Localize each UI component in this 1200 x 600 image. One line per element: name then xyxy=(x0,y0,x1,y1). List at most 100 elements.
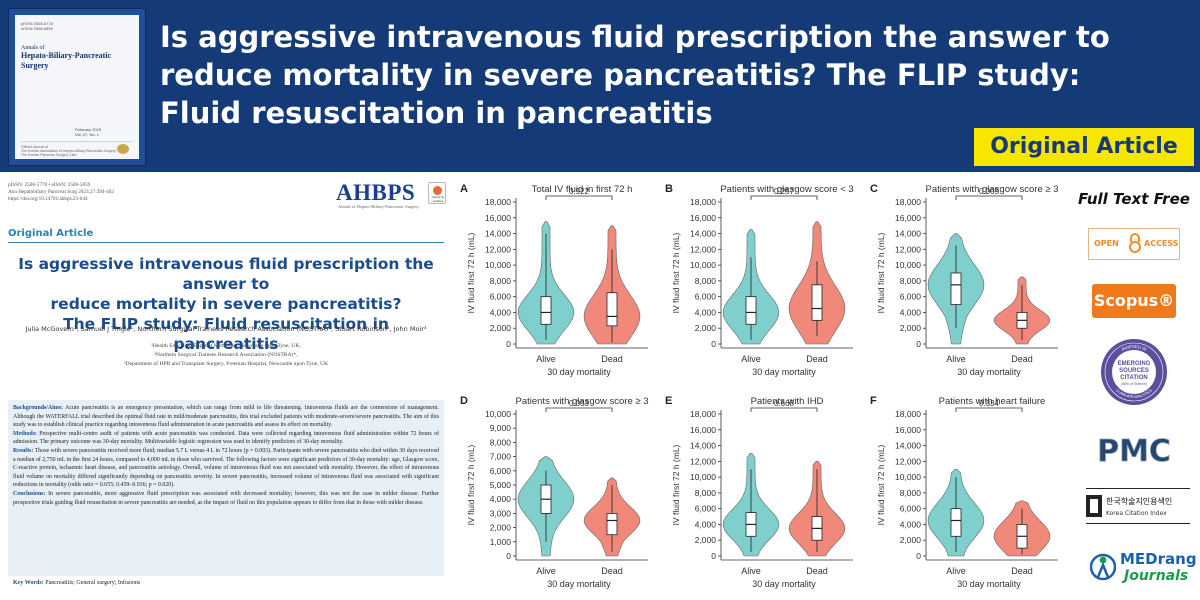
y-tick-label: 16,000 xyxy=(895,213,921,223)
panel-letter: C xyxy=(870,183,878,195)
panel-letter: A xyxy=(460,183,468,195)
journal-cover-page: pISSN 2508-5778 eISSN 2508-5859 Annals o… xyxy=(15,15,139,159)
x-tick-label: Dead xyxy=(806,354,828,364)
alive-iqr-box xyxy=(745,296,757,325)
abstract-label: Methods: xyxy=(13,430,37,437)
cover-footer-line: The Korean Pancreas Surgery Club xyxy=(21,153,77,157)
y-tick-label: 1,000 xyxy=(490,537,512,547)
cover-footer: Official Journal of The Korean Associati… xyxy=(21,141,133,157)
cover-title-small: Annals of xyxy=(21,45,45,51)
x-axis-label: 30 day mortality xyxy=(957,579,1021,589)
kci-badge[interactable]: 한국학술지인용색인 Korea Citation Index xyxy=(1086,488,1190,524)
y-tick-label: 12,000 xyxy=(690,456,716,466)
y-tick-label: 0 xyxy=(916,339,921,349)
x-tick-label: Dead xyxy=(1011,354,1033,364)
check-for-updates-button[interactable]: Check for updates xyxy=(428,182,446,204)
dead-iqr-box xyxy=(606,513,618,536)
y-tick-label: 4,000 xyxy=(900,519,922,529)
y-tick-label: 16,000 xyxy=(690,213,716,223)
y-tick-label: 0 xyxy=(916,551,921,561)
ahbps-logo-word: AHBPS xyxy=(336,180,416,205)
headline-line: Is aggressive intravenous fluid prescrip… xyxy=(160,20,1110,54)
panel-title: Patients with glasgow score < 3 xyxy=(720,184,853,195)
y-tick-label: 4,000 xyxy=(900,307,922,317)
esci-line: CITATION xyxy=(1120,375,1147,381)
violin-panel-d: D Patients with glasgow score ≥ 3 0 1,000 2,… xyxy=(452,388,657,600)
y-tick-label: 12,000 xyxy=(485,244,511,254)
pmc-badge[interactable]: PMC xyxy=(1097,430,1171,469)
headline-line: Fluid resuscitation in pancreatitis xyxy=(160,96,713,130)
x-tick-label: Dead xyxy=(601,566,623,576)
esci-sub: (Web of Science) xyxy=(1121,382,1147,386)
y-tick-label: 16,000 xyxy=(895,425,921,435)
x-tick-label: Dead xyxy=(601,354,623,364)
violin-panel-b: B Patients with glasgow score < 3 0 2,000 4,… xyxy=(657,176,862,388)
article-first-page[interactable]: pISSN: 2508-5778 • eISSN: 2508-5859 Ann … xyxy=(0,176,452,600)
dead-iqr-box xyxy=(606,292,618,327)
y-tick-label: 6,000 xyxy=(900,292,922,302)
cover-volume: February 2023 Vol. 27, No. 1 xyxy=(75,127,101,137)
y-tick-label: 0 xyxy=(506,339,511,349)
ahbps-logo-subtitle: Annals of Hepato-Biliary-Pancreatic Surg… xyxy=(338,204,420,209)
esci-badge[interactable]: INDEXED IN CLARIVATE ANALYTICS EMERGING … xyxy=(1100,338,1168,406)
article-title-line: reduce mortality in severe pancreatitis? xyxy=(50,295,402,313)
panel-title: Patients with glasgow score ≥ 3 xyxy=(516,396,649,407)
y-axis-label: IV fluid first 72 h (mL) xyxy=(876,444,886,525)
x-axis-label: 30 day mortality xyxy=(957,367,1021,377)
y-axis-label: IV fluid first 72 h (mL) xyxy=(671,444,681,525)
y-tick-label: 6,000 xyxy=(695,504,717,514)
article-title-line: Is aggressive intravenous fluid prescrip… xyxy=(18,255,434,293)
article-meta: pISSN: 2508-5778 • eISSN: 2508-5859 Ann … xyxy=(8,182,114,203)
scopus-badge[interactable]: Scopus® xyxy=(1092,284,1176,318)
abstract-text: Prospective multi-centre audit of patien… xyxy=(13,430,439,446)
y-tick-label: 4,000 xyxy=(490,307,512,317)
abstract-label: Conclusions: xyxy=(13,490,46,497)
p-value-label: 0.005 xyxy=(979,187,1000,196)
cover-divider xyxy=(21,141,133,142)
significance-bracket xyxy=(955,407,1023,412)
indexing-sidebar: Full Text Free OPEN ACCESS Scopus® INDEX… xyxy=(1068,176,1200,600)
p-value-label: 0.033 xyxy=(569,399,590,408)
panel-title: Patients with heart failure xyxy=(939,396,1046,407)
headline-title: Is aggressive intravenous fluid prescrip… xyxy=(160,18,1190,132)
meta-line: pISSN: 2508-5778 • eISSN: 2508-5859 xyxy=(8,182,91,188)
esci-seal-icon: INDEXED IN CLARIVATE ANALYTICS EMERGING … xyxy=(1101,339,1167,405)
y-tick-label: 8,000 xyxy=(695,276,717,286)
affiliation-line: ³Department of HPB and Transplant Surger… xyxy=(123,361,329,367)
y-tick-label: 5,000 xyxy=(490,480,512,490)
y-tick-label: 4,000 xyxy=(695,519,717,529)
keywords: Key Words: Pancreatitis; General surgery… xyxy=(13,580,140,586)
panel-letter: B xyxy=(665,183,673,195)
y-tick-label: 14,000 xyxy=(690,441,716,451)
y-tick-label: 10,000 xyxy=(485,260,511,270)
y-tick-label: 3,000 xyxy=(490,508,512,518)
y-tick-label: 0 xyxy=(711,551,716,561)
violin-plot-figure: A Total IV fluid in first 72 h 0 2,000 4,000… xyxy=(452,176,1068,600)
alive-iqr-box xyxy=(950,508,962,537)
keywords-text: Pancreatitis; General surgery; Infusions xyxy=(45,580,141,586)
y-tick-label: 2,000 xyxy=(490,323,512,333)
open-access-word: ACCESS xyxy=(1144,239,1179,248)
y-tick-label: 16,000 xyxy=(690,425,716,435)
abstract-background: Backgrounds/Aims: Acute pancreatitis is … xyxy=(13,404,439,430)
y-tick-label: 18,000 xyxy=(895,409,921,419)
p-value-label: 0.922 xyxy=(569,187,590,196)
y-tick-label: 14,000 xyxy=(485,229,511,239)
violin-chart: C Patients with glasgow score ≥ 3 0 2,000 4,… xyxy=(870,183,1059,377)
medrang-figure-icon xyxy=(1090,553,1116,581)
medrang-badge[interactable]: MEDrang Journals xyxy=(1090,548,1197,592)
open-lock-icon xyxy=(1129,233,1141,253)
panel-letter: F xyxy=(870,395,877,407)
x-axis-label: 30 day mortality xyxy=(547,367,611,377)
open-access-badge[interactable]: OPEN ACCESS xyxy=(1088,228,1180,260)
doi-link[interactable]: https://doi.org/10.14701/ahbps.23-044 xyxy=(8,196,88,202)
p-value-label: 0.257 xyxy=(774,187,795,196)
pmc-logo-icon: PMC xyxy=(1097,430,1171,469)
y-tick-label: 2,000 xyxy=(490,523,512,533)
y-tick-label: 0 xyxy=(711,339,716,349)
panel-letter: D xyxy=(460,395,468,407)
abstract-text: Those with severe pancreatitis received … xyxy=(13,447,439,489)
violin-panel-f: F Patients with heart failure 0 2,000 4,000 6… xyxy=(862,388,1067,600)
journal-cover-thumbnail[interactable]: pISSN 2508-5778 eISSN 2508-5859 Annals o… xyxy=(8,8,146,166)
y-tick-label: 18,000 xyxy=(895,197,921,207)
